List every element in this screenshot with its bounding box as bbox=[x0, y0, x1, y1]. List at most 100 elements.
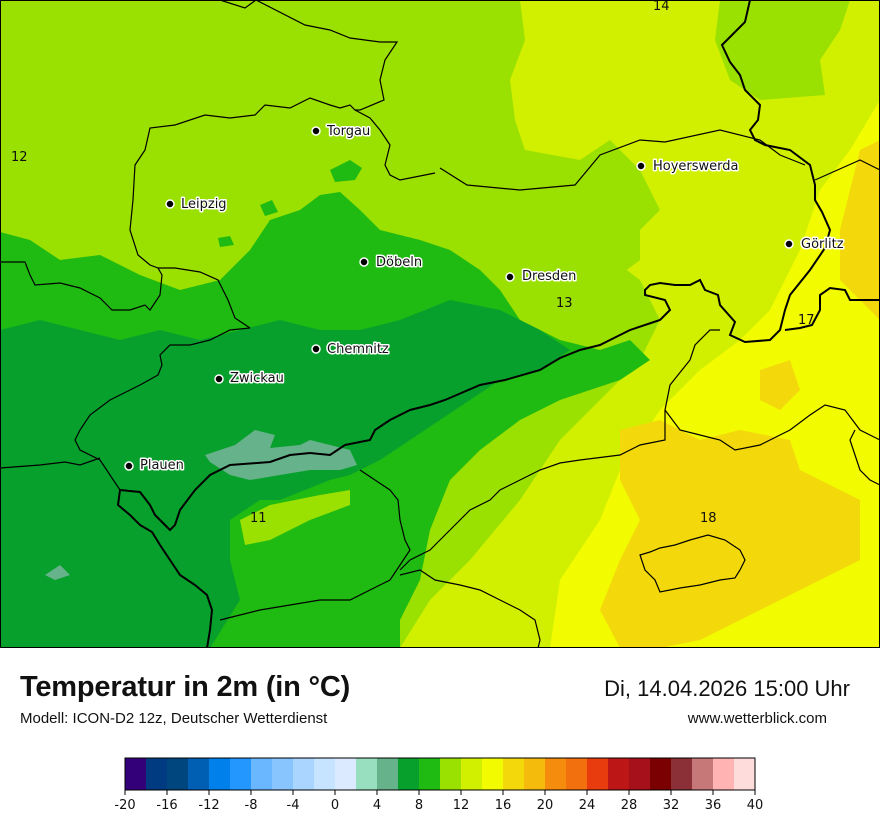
city-zwickau[interactable]: Zwickau bbox=[214, 370, 285, 388]
colorbar-tick-label: -8 bbox=[245, 798, 258, 813]
colorbar-swatches bbox=[125, 758, 756, 790]
colorbar-swatch bbox=[377, 758, 399, 790]
colorbar-tick-label: 8 bbox=[415, 798, 423, 813]
city-goerlitz[interactable]: Görlitz bbox=[784, 236, 845, 254]
colorbar-tick-label: 12 bbox=[453, 798, 470, 813]
city-label: Dresden bbox=[522, 269, 576, 284]
colorbar-tick-label: -12 bbox=[198, 798, 219, 813]
temperature-map: 12 14 13 17 11 18 Torgau Leipzig Hoyersw… bbox=[0, 0, 880, 648]
city-label: Görlitz bbox=[801, 237, 844, 252]
website-link[interactable]: www.wetterblick.com bbox=[687, 710, 827, 727]
temp-zone-10-12-tongue bbox=[240, 490, 350, 545]
model-subtitle: Modell: ICON-D2 12z, Deutscher Wetterdie… bbox=[20, 710, 328, 727]
city-dot-icon bbox=[359, 257, 369, 267]
colorbar-swatch bbox=[713, 758, 735, 790]
temp-zone-4-6 bbox=[205, 430, 357, 480]
colorbar-swatch bbox=[356, 758, 378, 790]
colorbar-swatch bbox=[188, 758, 210, 790]
colorbar-swatch bbox=[734, 758, 756, 790]
colorbar-tick-label: 16 bbox=[495, 798, 512, 813]
colorbar-swatch bbox=[440, 758, 462, 790]
temp-zone-10-12-ne bbox=[715, 0, 850, 100]
colorbar-swatch bbox=[629, 758, 651, 790]
city-chemnitz[interactable]: Chemnitz bbox=[311, 341, 390, 359]
state-borders bbox=[0, 0, 880, 648]
colorbar-swatch bbox=[566, 758, 588, 790]
colorbar-swatch bbox=[545, 758, 567, 790]
city-leipzig[interactable]: Leipzig bbox=[165, 196, 228, 214]
colorbar-swatch bbox=[272, 758, 294, 790]
isoline-labels: 12 14 13 17 11 18 bbox=[11, 0, 815, 526]
isoline-label: 14 bbox=[653, 0, 670, 14]
colorbar-swatch bbox=[167, 758, 189, 790]
colorbar-tick-label: 4 bbox=[373, 798, 381, 813]
city-torgau[interactable]: Torgau bbox=[311, 123, 372, 141]
isoline-label: 13 bbox=[556, 296, 573, 311]
temp-patch-leipzig bbox=[260, 200, 278, 216]
colorbar-swatch bbox=[335, 758, 357, 790]
valid-datetime: Di, 14.04.2026 15:00 Uhr bbox=[604, 676, 850, 701]
colorbar-tick-label: 32 bbox=[663, 798, 680, 813]
colorbar-tick-label: 24 bbox=[579, 798, 596, 813]
colorbar-tick-label: -4 bbox=[287, 798, 300, 813]
colorbar-swatch bbox=[503, 758, 525, 790]
city-label: Leipzig bbox=[181, 197, 227, 212]
isoline-label: 11 bbox=[250, 511, 267, 526]
city-label: Chemnitz bbox=[327, 342, 389, 357]
colorbar-tick-label: -16 bbox=[156, 798, 177, 813]
colorbar-swatch bbox=[650, 758, 672, 790]
city-dot-icon bbox=[311, 126, 321, 136]
temperature-colorbar: -20 -16 -12 -8 -4 0 4 8 12 16 20 24 28 32 36 40 bbox=[114, 757, 763, 813]
colorbar-swatch bbox=[251, 758, 273, 790]
temp-patch-leipzig-s bbox=[218, 236, 234, 247]
city-markers: Torgau Leipzig Hoyerswerda Görlitz Döbel… bbox=[124, 123, 845, 475]
colorbar-swatch bbox=[608, 758, 630, 790]
colorbar-swatch bbox=[314, 758, 336, 790]
city-plauen[interactable]: Plauen bbox=[124, 457, 185, 475]
city-label: Torgau bbox=[326, 124, 370, 139]
colorbar-swatch bbox=[524, 758, 546, 790]
isoline-label: 17 bbox=[798, 313, 815, 328]
city-label: Plauen bbox=[140, 458, 184, 473]
isoline-label: 18 bbox=[700, 511, 717, 526]
city-hoyerswerda[interactable]: Hoyerswerda bbox=[636, 158, 740, 176]
colorbar-swatch bbox=[671, 758, 693, 790]
city-dot-icon bbox=[784, 239, 794, 249]
colorbar-tick-label: 0 bbox=[331, 798, 339, 813]
colorbar-swatch bbox=[146, 758, 168, 790]
colorbar-tick-label: 20 bbox=[537, 798, 554, 813]
colorbar-swatch bbox=[125, 758, 147, 790]
city-dot-icon bbox=[214, 374, 224, 384]
city-dresden[interactable]: Dresden bbox=[505, 268, 578, 286]
temp-patch-torgau bbox=[330, 160, 362, 182]
city-dot-icon bbox=[124, 461, 134, 471]
city-dot-icon bbox=[505, 272, 515, 282]
colorbar-swatch bbox=[692, 758, 714, 790]
temp-zone-18-20-east bbox=[840, 140, 880, 320]
colorbar-swatch bbox=[461, 758, 483, 790]
colorbar-swatch bbox=[209, 758, 231, 790]
city-label: Hoyerswerda bbox=[653, 159, 739, 174]
map-title: Temperatur in 2m (in °C) bbox=[20, 671, 351, 703]
city-label: Zwickau bbox=[230, 371, 284, 386]
colorbar-swatch bbox=[293, 758, 315, 790]
colorbar-ticks: -20 -16 -12 -8 -4 0 4 8 12 16 20 24 28 32 36 40 bbox=[114, 790, 763, 813]
colorbar-swatch bbox=[482, 758, 504, 790]
colorbar-swatch bbox=[587, 758, 609, 790]
colorbar-frame bbox=[124, 757, 756, 791]
temp-zone-10-12-n bbox=[460, 0, 660, 330]
colorbar-tick-label: 40 bbox=[747, 798, 764, 813]
city-label: Döbeln bbox=[376, 255, 422, 270]
city-doebeln[interactable]: Döbeln bbox=[359, 254, 424, 272]
city-dot-icon bbox=[165, 199, 175, 209]
city-dot-icon bbox=[311, 344, 321, 354]
colorbar-tick-label: -20 bbox=[114, 798, 135, 813]
colorbar-swatch bbox=[398, 758, 420, 790]
colorbar-swatch bbox=[230, 758, 252, 790]
colorbar-tick-label: 28 bbox=[621, 798, 638, 813]
isoline-label: 12 bbox=[11, 150, 28, 165]
temp-zone-4-6-small bbox=[45, 565, 70, 580]
colorbar-tick-label: 36 bbox=[705, 798, 722, 813]
city-dot-icon bbox=[636, 161, 646, 171]
temp-zone-18-20-patch bbox=[760, 360, 800, 410]
